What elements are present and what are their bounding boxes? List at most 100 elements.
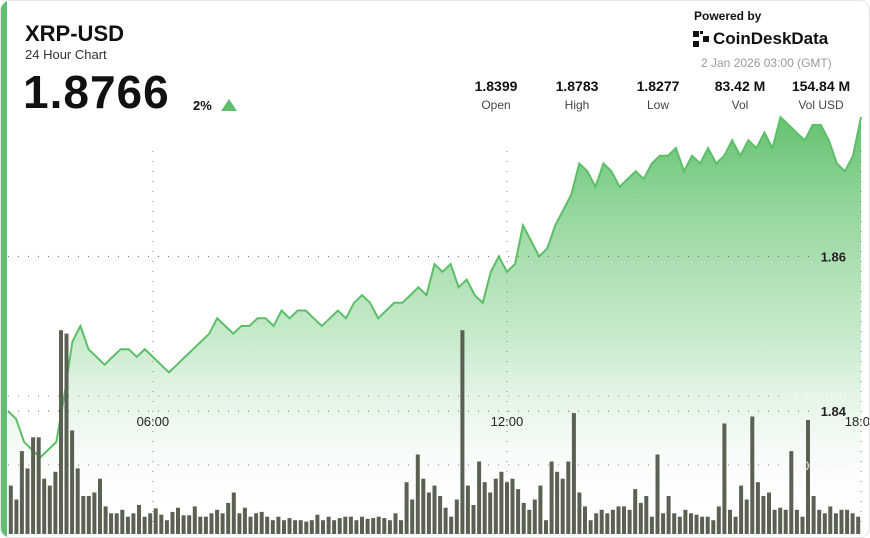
volume-bar: [566, 461, 571, 534]
volume-bar: [761, 496, 766, 534]
stat-value: 1.8783: [555, 78, 599, 94]
volume-bar: [8, 485, 13, 534]
volume-bar: [532, 499, 537, 534]
stat-open: 1.8399 Open: [456, 78, 536, 112]
volume-bar: [750, 416, 755, 534]
volume-bar: [282, 520, 286, 534]
volume-bar: [86, 496, 91, 534]
volume-bar: [789, 451, 794, 534]
volume-bar: [254, 513, 259, 534]
volume-bar: [811, 496, 816, 534]
volume-bar: [265, 516, 270, 534]
chart-title: XRP-USD: [25, 21, 125, 46]
volume-bar: [661, 513, 666, 534]
volume-bar: [555, 471, 560, 534]
volume-bar: [59, 330, 63, 534]
volume-bar: [75, 468, 80, 534]
volume-bar: [454, 499, 459, 534]
arrow-up-icon: [221, 99, 237, 111]
brand-logo: CoinDeskData: [693, 29, 828, 49]
volume-bar: [689, 513, 693, 534]
volume-bar: [187, 515, 192, 534]
stat-value: 154.84 M: [791, 78, 851, 94]
volume-bar: [410, 499, 415, 534]
powered-by-label: Powered by: [694, 9, 762, 23]
volume-bar: [348, 516, 353, 534]
volume-bar: [460, 330, 465, 534]
volume-bar: [728, 509, 732, 534]
volume-bar: [800, 516, 805, 534]
volume-bar: [577, 492, 582, 534]
volume-bar: [783, 509, 788, 534]
volume-bar: [778, 507, 783, 534]
volume-bar: [103, 506, 108, 534]
volume-bar: [426, 492, 431, 534]
volume-bar: [53, 471, 58, 534]
volume-bar: [371, 518, 376, 534]
volume-bar: [638, 502, 643, 534]
volume-bar: [588, 520, 593, 534]
volume-bar: [521, 502, 526, 534]
volume-bar: [655, 454, 660, 534]
volume-bar: [215, 509, 220, 534]
volume-bar: [31, 437, 36, 534]
volume-bar: [237, 513, 242, 534]
volume-bar: [47, 485, 52, 534]
volume-bar: [337, 518, 342, 534]
volume-bar: [666, 496, 671, 534]
volume-bar: [644, 496, 649, 534]
stat-label: Low: [646, 98, 669, 112]
volume-bar: [114, 513, 119, 534]
volume-bar: [365, 518, 370, 534]
volume-bar: [404, 482, 409, 534]
volume-bar: [304, 521, 309, 534]
volume-bar: [226, 502, 231, 534]
volume-bar: [856, 516, 861, 534]
volume-bar: [845, 509, 850, 534]
volume-bar: [443, 507, 448, 534]
volume-bar: [125, 516, 130, 534]
stat-high: 1.8783 High: [537, 78, 617, 112]
x-tick-label: 18:00: [845, 414, 869, 429]
volume-bar: [309, 520, 314, 534]
current-price: 1.8766: [23, 66, 170, 118]
volume-bar: [248, 516, 253, 534]
volume-bar: [181, 515, 186, 534]
volume-bar: [293, 520, 298, 534]
volume-bar: [505, 482, 509, 534]
stat-value: 1.8277: [636, 78, 680, 94]
volume-bar: [120, 509, 125, 534]
volume-bar: [465, 485, 470, 534]
volume-bar: [98, 478, 102, 534]
stat-vol: 83.42 M Vol: [700, 78, 780, 112]
volume-bar: [700, 516, 705, 534]
volume-bar: [192, 506, 197, 534]
volume-bar: [326, 516, 331, 534]
volume-bar: [276, 516, 281, 534]
volume-bar: [354, 520, 359, 534]
volume-tick-label: 1,000,000: [793, 459, 847, 473]
brand-name: CoinDeskData: [713, 29, 829, 48]
volume-bar: [137, 505, 141, 534]
volume-bar: [298, 520, 303, 534]
volume-bar: [477, 461, 482, 534]
volume-bar: [148, 513, 153, 534]
volume-bar: [164, 520, 169, 534]
volume-bar: [806, 420, 810, 534]
stat-label: Open: [481, 98, 511, 112]
volume-bar: [850, 513, 855, 534]
price-line: [7, 115, 862, 459]
volume-bar: [287, 518, 292, 534]
volume-bar: [627, 509, 632, 534]
price-change: 2%: [193, 98, 212, 113]
volume-bar: [109, 513, 114, 534]
volume-bar: [677, 516, 682, 534]
stat-label: Vol: [731, 98, 749, 112]
volume-bar: [471, 505, 476, 534]
volume-bar: [488, 492, 493, 534]
volume-bar: [711, 520, 716, 534]
volume-bar: [622, 506, 626, 534]
volume-bar: [203, 516, 208, 534]
